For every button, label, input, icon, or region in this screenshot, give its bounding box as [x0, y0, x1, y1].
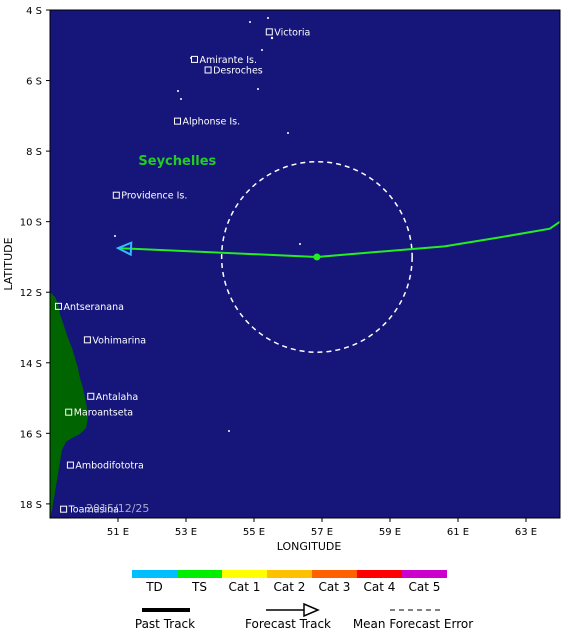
legend-mean-error-label: Mean Forecast Error	[353, 617, 473, 631]
place-marker	[204, 66, 212, 74]
lat-tick-label: 16 S	[20, 429, 42, 440]
longitude-ticks: 51 E 53 E 55 E 57 E 59 E 61 E 63 E	[107, 518, 537, 538]
storm-center-marker	[313, 253, 321, 261]
place-label: Toamasina	[68, 505, 119, 516]
legend-swatch	[222, 570, 267, 578]
legend-category-label: Cat 4	[364, 580, 396, 594]
legend-past-track-label: Past Track	[135, 617, 195, 631]
region-label-seychelles: Seychelles	[138, 154, 216, 169]
lon-tick-label: 55 E	[243, 527, 265, 538]
lon-tick-label: 57 E	[311, 527, 333, 538]
legend-swatch	[312, 570, 357, 578]
legend-swatch	[267, 570, 312, 578]
legend-forecast-track-label: Forecast Track	[245, 617, 331, 631]
lat-tick-label: 6 S	[26, 77, 42, 88]
legend-category-label: Cat 5	[409, 580, 441, 594]
mean-forecast-error-circle	[220, 160, 413, 353]
legend-swatch	[402, 570, 447, 578]
legend-swatch	[177, 570, 222, 578]
legend-category-label: TS	[191, 580, 207, 594]
place-labels: Victoria Amirante Is.Desroches Alphonse Is…	[55, 27, 310, 516]
lat-tick-label: 18 S	[20, 500, 42, 511]
legend-category-label: TD	[145, 580, 163, 594]
lat-tick-label: 14 S	[20, 359, 42, 370]
place-label: Providence Is.	[121, 191, 187, 202]
place-label: Maroantseta	[74, 408, 133, 419]
lon-tick-label: 53 E	[175, 527, 197, 538]
place-marker	[174, 117, 181, 125]
date-watermark: 2015/12/25	[86, 502, 149, 515]
place-marker	[265, 28, 273, 36]
place-label: Alphonse Is.	[183, 117, 241, 128]
place-marker	[60, 505, 68, 513]
legend-swatch	[132, 570, 177, 578]
place-label: Antseranana	[64, 302, 124, 313]
forecast-arrowhead	[115, 241, 133, 257]
place-label: Amirante Is.	[200, 55, 258, 66]
place-marker	[66, 461, 74, 469]
lon-tick-label: 61 E	[447, 527, 469, 538]
latitude-ticks: 4 S 6 S 8 S 10 S 12 S 14 S 16 S 18 S	[20, 6, 50, 511]
legend-category-label: Cat 2	[274, 580, 306, 594]
small-islands	[114, 17, 301, 432]
place-label: Victoria	[274, 27, 310, 38]
lon-tick-label: 51 E	[107, 527, 129, 538]
legend: TD TS Cat 1 Cat 2 Cat 3 Cat 4 Cat 5	[132, 570, 447, 594]
place-marker	[83, 336, 91, 344]
lat-tick-label: 8 S	[26, 147, 42, 158]
forecast-arrow-sample	[303, 602, 320, 618]
legend-category-label: Cat 3	[319, 580, 351, 594]
place-marker	[65, 408, 73, 416]
x-axis-label: LONGITUDE	[277, 540, 342, 553]
place-label: Desroches	[213, 65, 263, 76]
y-axis-label: LATITUDE	[2, 237, 15, 290]
legend-swatch	[357, 570, 402, 578]
legend-line-samples	[142, 602, 440, 618]
forecast-track-line	[117, 220, 561, 258]
place-label: Vohimarina	[92, 335, 146, 346]
lon-tick-label: 59 E	[379, 527, 401, 538]
plot-frame	[49, 9, 561, 519]
lon-tick-label: 63 E	[515, 527, 537, 538]
place-marker	[87, 392, 95, 400]
lat-tick-label: 10 S	[20, 218, 42, 229]
place-marker	[55, 302, 62, 310]
place-marker	[112, 191, 120, 199]
legend-category-label: Cat 1	[229, 580, 261, 594]
lat-tick-label: 4 S	[26, 6, 42, 17]
madagascar-landmass	[50, 292, 88, 518]
lat-tick-label: 12 S	[20, 288, 42, 299]
ocean-area	[50, 10, 560, 518]
place-marker	[191, 55, 198, 63]
place-label: Ambodifototra	[75, 461, 143, 472]
place-label: Antalaha	[96, 392, 138, 403]
